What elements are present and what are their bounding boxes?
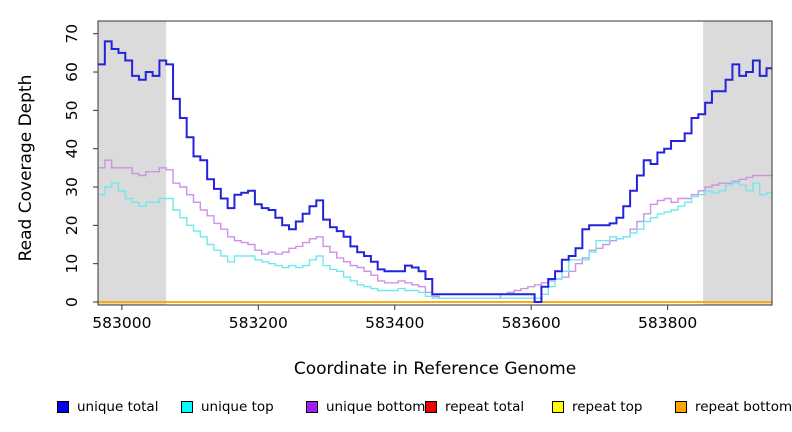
legend-label: repeat bottom <box>695 399 792 415</box>
legend-label: unique top <box>201 399 274 415</box>
y-tick-label: 40 <box>63 139 81 159</box>
legend-item-repeat-bottom: repeat bottom <box>675 400 792 414</box>
legend-label: unique total <box>77 399 159 415</box>
y-tick-label: 50 <box>63 100 81 120</box>
legend-item-repeat-total: repeat total <box>425 400 524 414</box>
legend-swatch-repeat-bottom <box>675 401 687 413</box>
series-unique-bottom <box>98 159 772 299</box>
y-tick-label: 60 <box>63 62 81 82</box>
x-tick-label: 583200 <box>229 314 288 332</box>
legend-item-repeat-top: repeat top <box>552 400 642 414</box>
y-axis-label: Read Coverage Depth <box>16 74 36 262</box>
x-axis-label: Coordinate in Reference Genome <box>293 359 577 379</box>
legend-swatch-repeat-total <box>425 401 437 413</box>
plot-box <box>97 20 773 306</box>
legend-label: repeat top <box>572 399 643 415</box>
legend-item-unique-top: unique top <box>181 400 274 414</box>
series-unique-top <box>98 182 772 299</box>
legend-item-unique-total: unique total <box>57 400 158 414</box>
legend-item-unique-bottom: unique bottom <box>306 400 425 414</box>
legend-label: repeat total <box>445 399 525 415</box>
y-tick-label: 70 <box>63 24 81 44</box>
series-unique-total <box>98 40 772 303</box>
y-tick-label: 30 <box>63 177 81 197</box>
legend-swatch-repeat-top <box>552 401 564 413</box>
y-tick-label: 0 <box>63 297 81 307</box>
legend-swatch-unique-top <box>181 401 193 413</box>
y-tick-label: 10 <box>63 254 81 274</box>
legend-label: unique bottom <box>326 399 426 415</box>
y-tick-label: 20 <box>63 215 81 235</box>
x-tick-label: 583000 <box>92 314 151 332</box>
x-tick-label: 583600 <box>502 314 561 332</box>
legend-swatch-unique-total <box>57 401 69 413</box>
legend-swatch-unique-bottom <box>306 401 318 413</box>
x-tick-label: 583800 <box>638 314 697 332</box>
x-tick-label: 583400 <box>365 314 424 332</box>
